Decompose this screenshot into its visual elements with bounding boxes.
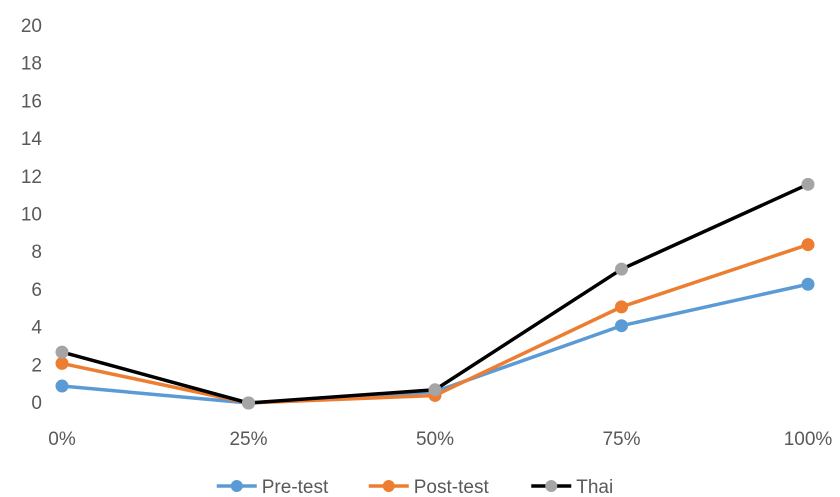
legend: Pre-test Post-test Thai bbox=[216, 477, 613, 497]
data-point-post-test bbox=[55, 356, 69, 370]
x-axis-ticks: 0% 25% 50% 75% 100% bbox=[48, 429, 832, 450]
y-tick-label: 10 bbox=[21, 205, 42, 226]
data-point-post-test bbox=[801, 238, 815, 252]
data-point-thai bbox=[428, 383, 442, 397]
legend-label: Post-test bbox=[414, 477, 490, 497]
series-line-thai bbox=[60, 182, 810, 405]
data-point-pre-test bbox=[55, 379, 69, 393]
y-tick-label: 14 bbox=[21, 129, 43, 150]
x-tick-label: 50% bbox=[416, 429, 454, 450]
y-tick-label: 8 bbox=[31, 242, 42, 263]
y-tick-label: 4 bbox=[31, 318, 42, 339]
data-point-pre-test bbox=[615, 319, 628, 333]
x-tick-label: 100% bbox=[784, 429, 833, 450]
x-tick-label: 75% bbox=[602, 429, 640, 450]
legend-label: Thai bbox=[576, 477, 613, 497]
legend-item-pre-test: Pre-test bbox=[216, 477, 329, 497]
y-axis-ticks: 0 2 4 6 8 10 12 14 16 18 20 bbox=[21, 16, 43, 414]
data-point-thai bbox=[801, 177, 815, 191]
y-tick-label: 20 bbox=[21, 16, 42, 37]
series-lines bbox=[60, 182, 810, 405]
legend-swatch-marker bbox=[382, 480, 395, 492]
y-tick-label: 18 bbox=[21, 54, 42, 75]
y-tick-label: 16 bbox=[21, 91, 42, 112]
legend-swatch-marker bbox=[545, 480, 558, 492]
y-tick-label: 12 bbox=[21, 167, 42, 188]
x-tick-label: 25% bbox=[229, 429, 267, 450]
series-markers bbox=[55, 177, 815, 410]
legend-item-post-test: Post-test bbox=[368, 477, 490, 497]
y-tick-label: 0 bbox=[31, 393, 42, 414]
x-tick-label: 0% bbox=[48, 429, 76, 450]
legend-item-thai: Thai bbox=[531, 477, 613, 497]
y-tick-label: 6 bbox=[31, 280, 42, 301]
data-point-pre-test bbox=[801, 277, 815, 291]
series-line-post-test bbox=[60, 242, 810, 405]
data-point-thai bbox=[615, 262, 628, 276]
y-tick-label: 2 bbox=[31, 355, 42, 376]
data-point-thai bbox=[242, 396, 255, 410]
legend-label: Pre-test bbox=[262, 477, 329, 497]
data-point-post-test bbox=[615, 300, 628, 314]
data-point-thai bbox=[55, 345, 69, 359]
legend-swatch-marker bbox=[230, 480, 243, 492]
